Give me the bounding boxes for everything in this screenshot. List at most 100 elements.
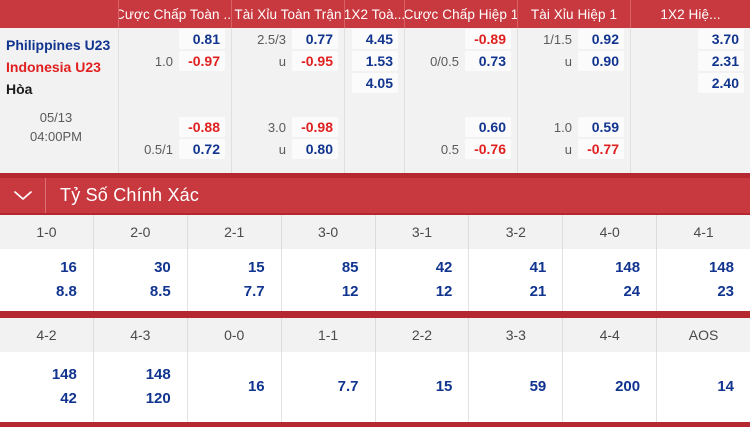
score-value-cell[interactable]: 148 23 <box>656 249 750 311</box>
header-col-handicap-ft[interactable]: Cược Chấp Toàn ... <box>118 0 231 28</box>
odds-cell[interactable]: 4.05 <box>345 72 404 94</box>
odds-cell[interactable]: u 0.80 <box>232 138 344 160</box>
away-team-name[interactable]: Indonesia U23 <box>6 59 101 75</box>
odds-cell[interactable]: u 0.90 <box>518 50 630 72</box>
score-odds[interactable]: 23 <box>717 283 734 300</box>
score-header-cell[interactable]: 4-4 <box>562 318 657 352</box>
odds-cell[interactable]: 4.45 <box>345 28 404 50</box>
score-odds[interactable]: 42 <box>435 259 453 276</box>
odds-cell[interactable]: 3.0 -0.98 <box>232 116 344 138</box>
score-odds[interactable]: 16 <box>247 378 265 395</box>
score-header-cell[interactable]: 4-3 <box>92 318 187 352</box>
odds-price[interactable]: -0.76 <box>465 139 511 159</box>
odds-price[interactable]: -0.95 <box>292 51 338 71</box>
score-value-cell[interactable]: 16 <box>186 352 281 422</box>
odds-price[interactable]: 0.90 <box>578 51 624 71</box>
score-value-cell[interactable]: 16 8.8 <box>0 249 93 311</box>
score-odds[interactable]: 85 <box>341 259 359 276</box>
odds-cell[interactable]: 1.53 <box>345 50 404 72</box>
odds-price[interactable]: -0.89 <box>465 29 511 49</box>
header-col-handicap-h1[interactable]: Cược Chấp Hiệp 1 <box>404 0 517 28</box>
score-odds[interactable]: 24 <box>623 283 641 300</box>
score-odds[interactable]: 120 <box>145 390 171 407</box>
score-value-cell[interactable]: 7.7 <box>280 352 375 422</box>
odds-price[interactable]: -0.97 <box>179 51 225 71</box>
header-col-1x2-h1[interactable]: 1X2 Hiệ... <box>630 0 750 28</box>
score-odds[interactable]: 14 <box>717 378 734 395</box>
score-value-cell[interactable]: 200 <box>562 352 656 422</box>
score-value-cell[interactable]: 15 <box>374 352 469 422</box>
score-value-cell[interactable]: 30 8.5 <box>92 249 187 311</box>
score-header-cell[interactable]: 2-1 <box>186 215 281 249</box>
odds-price[interactable]: 0.81 <box>179 29 225 49</box>
odds-cell[interactable]: -0.88 <box>119 116 231 138</box>
odds-cell[interactable]: -0.89 <box>405 28 517 50</box>
score-header-cell-aos[interactable]: AOS <box>656 318 750 352</box>
odds-price[interactable]: -0.88 <box>179 117 225 137</box>
odds-cell[interactable]: 0.81 <box>119 28 231 50</box>
odds-cell[interactable]: 0/0.5 0.73 <box>405 50 517 72</box>
odds-price[interactable]: 1.53 <box>352 51 398 71</box>
score-header-cell[interactable]: 0-0 <box>186 318 281 352</box>
score-header-cell[interactable]: 1-0 <box>0 215 93 249</box>
correct-score-section-header[interactable]: Tỷ Số Chính Xác <box>0 173 750 213</box>
score-header-cell[interactable]: 3-3 <box>468 318 563 352</box>
odds-price[interactable]: 0.80 <box>292 139 338 159</box>
header-col-overunder-h1[interactable]: Tài Xỉu Hiệp 1 <box>517 0 630 28</box>
score-header-cell[interactable]: 4-2 <box>0 318 93 352</box>
odds-price[interactable]: -0.77 <box>578 139 624 159</box>
odds-price[interactable]: 4.05 <box>352 73 398 93</box>
odds-cell[interactable]: 0.60 <box>405 116 517 138</box>
score-odds[interactable]: 42 <box>60 390 77 407</box>
odds-cell[interactable]: u -0.77 <box>518 138 630 160</box>
score-value-cell[interactable]: 148 42 <box>0 352 93 422</box>
odds-cell[interactable]: 2.5/3 0.77 <box>232 28 344 50</box>
score-header-cell[interactable]: 3-1 <box>374 215 469 249</box>
score-odds[interactable]: 41 <box>529 259 547 276</box>
score-odds[interactable]: 21 <box>529 283 547 300</box>
score-odds[interactable]: 148 <box>51 366 77 383</box>
odds-cell[interactable]: u -0.95 <box>232 50 344 72</box>
odds-cell[interactable]: 0.5 -0.76 <box>405 138 517 160</box>
header-col-overunder-ft[interactable]: Tài Xỉu Toàn Trận <box>231 0 344 28</box>
home-team-name[interactable]: Philippines U23 <box>6 37 111 53</box>
odds-cell[interactable]: 1.0 -0.97 <box>119 50 231 72</box>
score-odds[interactable]: 200 <box>615 378 641 395</box>
score-header-cell[interactable]: 3-0 <box>280 215 375 249</box>
odds-price[interactable]: 0.92 <box>578 29 624 49</box>
odds-price[interactable]: 2.40 <box>698 73 744 93</box>
score-header-cell[interactable]: 1-1 <box>280 318 375 352</box>
score-value-cell[interactable]: 15 7.7 <box>186 249 281 311</box>
score-odds[interactable]: 148 <box>615 259 641 276</box>
score-odds[interactable]: 8.5 <box>149 283 171 300</box>
odds-cell[interactable]: 2.40 <box>631 72 750 94</box>
score-odds[interactable]: 148 <box>708 259 734 276</box>
score-odds[interactable]: 8.8 <box>56 283 77 300</box>
odds-cell[interactable]: 0.5/1 0.72 <box>119 138 231 160</box>
score-header-cell[interactable]: 4-1 <box>656 215 750 249</box>
score-odds[interactable]: 59 <box>529 378 547 395</box>
score-value-cell[interactable]: 42 12 <box>374 249 469 311</box>
score-odds[interactable]: 16 <box>60 259 77 276</box>
chevron-down-icon[interactable] <box>0 178 46 213</box>
score-value-cell[interactable]: 14 <box>656 352 750 422</box>
odds-cell[interactable]: 1/1.5 0.92 <box>518 28 630 50</box>
odds-price[interactable]: 0.77 <box>292 29 338 49</box>
score-odds[interactable]: 15 <box>247 259 265 276</box>
score-odds[interactable]: 7.7 <box>243 283 265 300</box>
score-odds[interactable]: 148 <box>145 366 171 383</box>
score-value-cell[interactable]: 85 12 <box>280 249 375 311</box>
odds-price[interactable]: 4.45 <box>352 29 398 49</box>
odds-cell[interactable]: 3.70 <box>631 28 750 50</box>
score-header-cell[interactable]: 2-2 <box>374 318 469 352</box>
odds-price[interactable]: -0.98 <box>292 117 338 137</box>
score-odds[interactable]: 12 <box>341 283 359 300</box>
score-odds[interactable]: 30 <box>154 259 171 276</box>
odds-price[interactable]: 0.60 <box>465 117 511 137</box>
score-header-cell[interactable]: 2-0 <box>92 215 187 249</box>
odds-cell[interactable]: 2.31 <box>631 50 750 72</box>
score-value-cell[interactable]: 148 120 <box>92 352 187 422</box>
odds-price[interactable]: 0.73 <box>465 51 511 71</box>
odds-cell[interactable]: 1.0 0.59 <box>518 116 630 138</box>
score-odds[interactable]: 7.7 <box>337 378 359 395</box>
